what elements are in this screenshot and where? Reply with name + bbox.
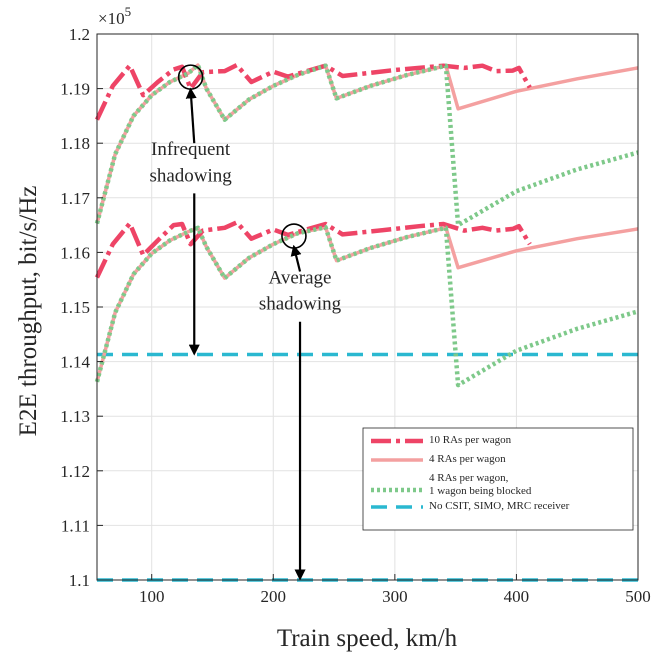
annotation-text-0-1: shadowing <box>149 165 232 186</box>
y-tick-label-1.14: 1.14 <box>60 353 90 372</box>
legend-label-2-1: 1 wagon being blocked <box>429 485 532 497</box>
annotation-arrow-1-0 <box>290 244 302 272</box>
y-tick-label-1.19: 1.19 <box>60 80 90 99</box>
legend-label-3-0: No CSIT, SIMO, MRC receiver <box>429 500 570 512</box>
series-0-line-0 <box>94 62 532 121</box>
annotation-arrow-0-0 <box>185 87 197 144</box>
annotation-text-0-0: Infrequent <box>151 139 231 160</box>
y-tick-label-1.1: 1.1 <box>69 571 90 590</box>
x-tick-label-300: 300 <box>382 587 408 606</box>
y-tick-label-1.11: 1.11 <box>61 516 90 535</box>
y-tick-label-1.13: 1.13 <box>60 407 90 426</box>
y-axis-ticks: 1.1 1.11 1.12 1.13 1.14 1.15 1.16 1.17 1.18 1.19 1… <box>60 25 103 590</box>
y-tick-label-1.16: 1.16 <box>60 243 90 262</box>
annotation-text-1-0: Average <box>269 268 332 289</box>
series-1-line-0 <box>95 63 639 224</box>
y-tick-label-1.2: 1.2 <box>69 25 90 44</box>
legend: 10 RAs per wagon 4 RAs per wagon 4 RAs per… <box>362 427 634 531</box>
annotation-text-1-1: shadowing <box>259 294 342 315</box>
x-tick-label-200: 200 <box>261 587 287 606</box>
series-0-line-1 <box>94 220 532 279</box>
x-axis-ticks: 100 200 300 400 500 <box>139 574 651 606</box>
x-axis-label: Train speed, km/h <box>277 625 458 652</box>
x-tick-label-400: 400 <box>504 587 530 606</box>
legend-label-1-0: 4 RAs per wagon <box>429 453 506 465</box>
y-tick-label-1.12: 1.12 <box>60 462 90 481</box>
y-axis-label: E2E throughput, bit/s/Hz <box>15 186 42 437</box>
x-tick-label-100: 100 <box>139 587 165 606</box>
y-tick-label-1.17: 1.17 <box>60 189 90 208</box>
legend-label-0-0: 10 RAs per wagon <box>429 434 512 446</box>
y-multiplier: ×105 <box>98 4 131 28</box>
series-1-line-1 <box>95 225 639 383</box>
legend-label-2-0: 4 RAs per wagon, <box>429 472 509 484</box>
x-tick-label-500: 500 <box>625 587 651 606</box>
y-tick-label-1.15: 1.15 <box>60 298 90 317</box>
annotations: Infrequent shadowing Average shadowing <box>149 64 342 581</box>
legend-box <box>362 427 634 531</box>
y-tick-label-1.18: 1.18 <box>60 134 90 153</box>
